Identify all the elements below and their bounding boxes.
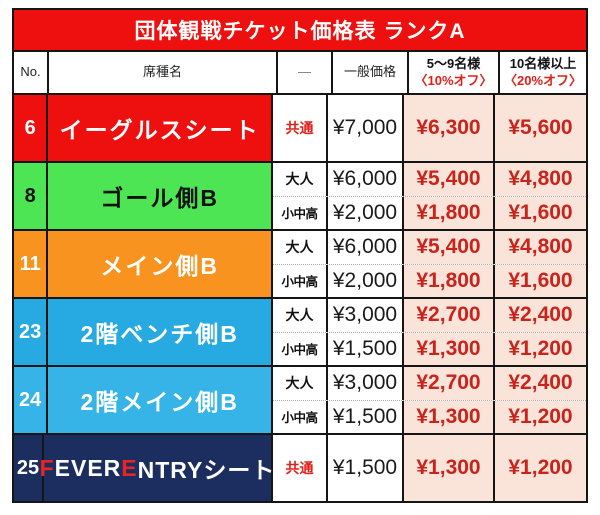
header-discount20-line1: 10名様以上 — [509, 56, 577, 72]
discount10-price-cell: ¥2,700 — [404, 367, 495, 400]
discount10-price-cell: ¥1,300 — [404, 435, 495, 501]
seat-name: ゴール側B — [48, 163, 273, 229]
header-discount10-line2: 〈10%オフ〉 — [414, 72, 493, 88]
general-price-cell: ¥2,000 — [328, 264, 404, 297]
header-discount20-line2: 〈20%オフ〉 — [503, 72, 583, 88]
price-subrow: 大人 ¥6,000 ¥5,400 ¥4,800 — [273, 231, 586, 264]
row-number: 23 — [14, 299, 49, 365]
category-cell: 小中高 — [273, 400, 328, 433]
seat-name: 2階ベンチ側B — [48, 299, 273, 365]
table-title: 団体観戦チケット価格表 ランクA — [14, 10, 586, 52]
table-row: 8 ゴール側B 大人 ¥6,000 ¥5,400 ¥4,800 小中高 ¥2,0… — [14, 163, 586, 231]
discount20-price-cell: ¥5,600 — [495, 95, 586, 161]
discount20-price-cell: ¥1,200 — [495, 332, 586, 365]
discount10-price-cell: ¥5,400 — [404, 163, 495, 196]
general-price-cell: ¥2,000 — [328, 196, 404, 229]
price-subrow: 大人 ¥3,000 ¥2,700 ¥2,400 — [273, 299, 586, 332]
table-row: 6 イーグルスシート 共通 ¥7,000 ¥6,300 ¥5,600 — [14, 95, 586, 163]
discount10-price-cell: ¥5,400 — [404, 231, 495, 264]
table-header: No. 席種名 — 一般価格 5～9名様 〈10%オフ〉 10名様以上 〈20%… — [14, 52, 586, 95]
row-number: 6 — [14, 95, 49, 161]
row-prices: 大人 ¥6,000 ¥5,400 ¥4,800 小中高 ¥2,000 ¥1,80… — [273, 163, 586, 229]
table-row: 11 メイン側B 大人 ¥6,000 ¥5,400 ¥4,800 小中高 ¥2,… — [14, 231, 586, 299]
discount10-price-cell: ¥1,800 — [404, 264, 495, 297]
header-category: — — [278, 52, 333, 93]
category-cell: 大人 — [273, 163, 328, 196]
seat-name: F EVER E NTRYシート — [40, 435, 276, 501]
header-general-price: 一般価格 — [333, 52, 409, 93]
seat-name: 2階メイン側B — [48, 367, 273, 433]
discount10-price-cell: ¥1,800 — [404, 196, 495, 229]
seat-name-red-letter: F — [39, 454, 55, 481]
table-row: 23 2階ベンチ側B 大人 ¥3,000 ¥2,700 ¥2,400 小中高 ¥… — [14, 299, 586, 367]
general-price-cell: ¥1,500 — [328, 332, 404, 365]
discount20-price-cell: ¥1,600 — [495, 196, 586, 229]
seat-name-part: EVER — [54, 454, 122, 481]
row-prices: 共通 ¥7,000 ¥6,300 ¥5,600 — [273, 95, 586, 161]
general-price-cell: ¥3,000 — [328, 299, 404, 332]
seat-name-part: NTRYシート — [137, 457, 276, 483]
row-prices: 大人 ¥3,000 ¥2,700 ¥2,400 小中高 ¥1,500 ¥1,30… — [273, 299, 586, 365]
row-number: 25 — [14, 435, 44, 501]
header-discount10: 5～9名様 〈10%オフ〉 — [409, 52, 500, 93]
discount20-price-cell: ¥2,400 — [495, 367, 586, 400]
general-price-cell: ¥1,500 — [328, 400, 404, 433]
category-cell: 小中高 — [273, 332, 328, 365]
category-cell: 共通 — [273, 435, 328, 501]
general-price-cell: ¥6,000 — [328, 163, 404, 196]
discount20-price-cell: ¥2,400 — [495, 299, 586, 332]
general-price-cell: ¥1,500 — [328, 435, 404, 501]
row-number: 8 — [14, 163, 49, 229]
discount10-price-cell: ¥1,300 — [404, 400, 495, 433]
row-prices: 共通 ¥1,500 ¥1,300 ¥1,200 — [273, 435, 586, 501]
general-price-cell: ¥6,000 — [328, 231, 404, 264]
category-cell: 小中高 — [273, 264, 328, 297]
seat-name: イーグルスシート — [48, 95, 273, 161]
price-subrow: 大人 ¥3,000 ¥2,700 ¥2,400 — [273, 367, 586, 400]
seat-name-red-letter: E — [121, 454, 138, 481]
discount20-price-cell: ¥4,800 — [495, 231, 586, 264]
row-number: 11 — [14, 231, 49, 297]
category-cell: 共通 — [273, 95, 328, 161]
price-subrow: 共通 ¥7,000 ¥6,300 ¥5,600 — [273, 95, 586, 161]
price-table: 団体観戦チケット価格表 ランクA No. 席種名 — 一般価格 5～9名様 〈1… — [12, 8, 588, 503]
row-number: 24 — [14, 367, 49, 433]
category-cell: 小中高 — [273, 196, 328, 229]
price-subrow: 大人 ¥6,000 ¥5,400 ¥4,800 — [273, 163, 586, 196]
general-price-cell: ¥7,000 — [328, 95, 404, 161]
row-prices: 大人 ¥6,000 ¥5,400 ¥4,800 小中高 ¥2,000 ¥1,80… — [273, 231, 586, 297]
price-subrow: 共通 ¥1,500 ¥1,300 ¥1,200 — [273, 435, 586, 501]
price-subrow: 小中高 ¥1,500 ¥1,300 ¥1,200 — [273, 331, 586, 365]
table-row: 24 2階メイン側B 大人 ¥3,000 ¥2,700 ¥2,400 小中高 ¥… — [14, 367, 586, 435]
category-cell: 大人 — [273, 367, 328, 400]
price-subrow: 小中高 ¥2,000 ¥1,800 ¥1,600 — [273, 195, 586, 229]
discount20-price-cell: ¥1,600 — [495, 264, 586, 297]
price-subrow: 小中高 ¥1,500 ¥1,300 ¥1,200 — [273, 399, 586, 433]
discount10-price-cell: ¥2,700 — [404, 299, 495, 332]
header-category-dash: — — [298, 64, 311, 80]
discount20-price-cell: ¥1,200 — [495, 435, 586, 501]
category-cell: 大人 — [273, 299, 328, 332]
table-row: 25 F EVER E NTRYシート 共通 ¥1,500 ¥1,300 ¥1,20… — [14, 435, 586, 501]
price-subrow: 小中高 ¥2,000 ¥1,800 ¥1,600 — [273, 263, 586, 297]
seat-name: メイン側B — [48, 231, 273, 297]
row-prices: 大人 ¥3,000 ¥2,700 ¥2,400 小中高 ¥1,500 ¥1,30… — [273, 367, 586, 433]
header-no: No. — [14, 52, 49, 93]
header-discount10-line1: 5～9名様 — [426, 56, 481, 72]
discount10-price-cell: ¥1,300 — [404, 332, 495, 365]
category-cell: 大人 — [273, 231, 328, 264]
general-price-cell: ¥3,000 — [328, 367, 404, 400]
header-seat-name: 席種名 — [49, 52, 278, 93]
discount10-price-cell: ¥6,300 — [404, 95, 495, 161]
discount20-price-cell: ¥4,800 — [495, 163, 586, 196]
discount20-price-cell: ¥1,200 — [495, 400, 586, 433]
header-discount20: 10名様以上 〈20%オフ〉 — [500, 52, 586, 93]
